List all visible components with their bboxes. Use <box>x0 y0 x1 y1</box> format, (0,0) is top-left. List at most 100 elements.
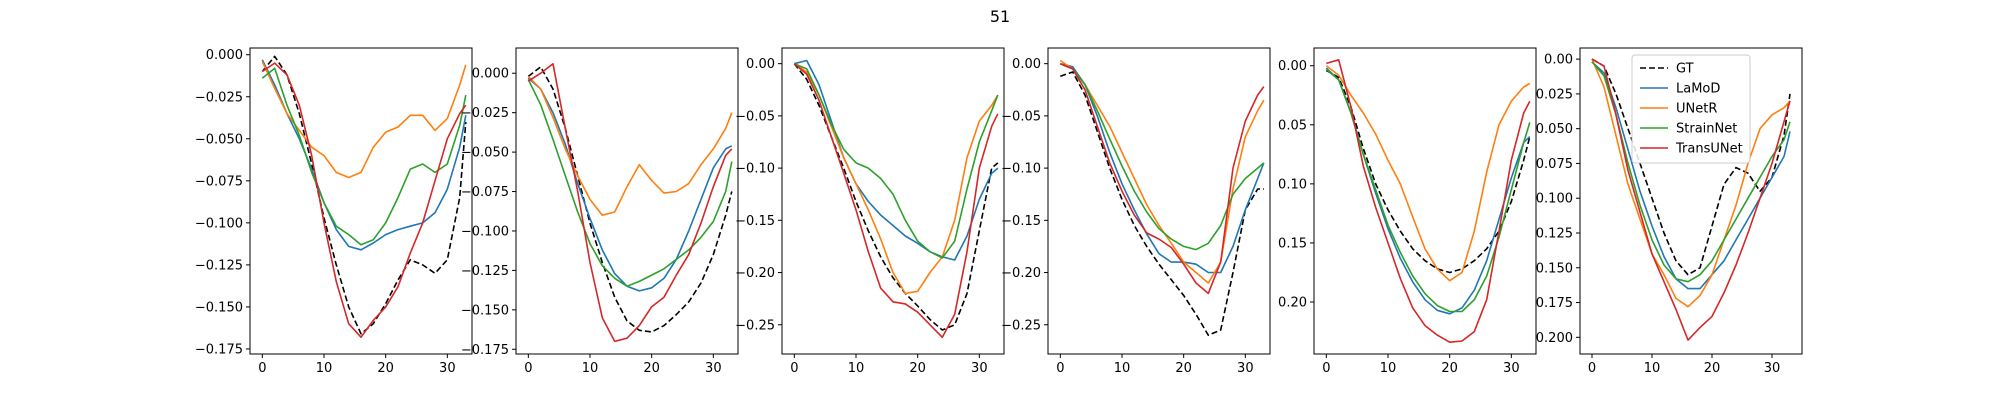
series-line-strainnet <box>1059 62 1265 251</box>
x-tick-label: 20 <box>909 361 926 376</box>
y-tick-label: 0.000 <box>472 67 509 82</box>
y-tick-label: 0.10 <box>1278 177 1307 192</box>
x-tick-label: 20 <box>1441 361 1458 376</box>
y-tick-label: 0.200 <box>1536 331 1573 346</box>
series-line-transunet <box>261 62 467 338</box>
subplot-3: 0 10 20 30 0.00 −0.05 −0.10 −0.15 −0.20 −0.25 <box>735 47 1005 376</box>
y-tick-label: 0.100 <box>1536 192 1573 207</box>
series-line-lamod <box>1060 62 1265 274</box>
y-tick-label: −0.025 <box>195 90 243 105</box>
series-line-unetr <box>261 61 467 179</box>
legend-box <box>1631 54 1751 164</box>
legend-label-lamod: LaMoD <box>1676 82 1720 97</box>
y-tick-label: −0.05 <box>735 109 775 124</box>
y-tick-label: 0.150 <box>1536 261 1573 276</box>
y-tick-label: −0.075 <box>195 174 243 189</box>
subplot-2: 0 10 20 30 0.000 −0.025 −0.050 −0.075 −0.100 −0.1… <box>461 47 739 376</box>
x-tick-label: 0 <box>1588 361 1596 376</box>
x-tick-label: 10 <box>1644 361 1661 376</box>
subplot-5: 0 10 20 30 0.00 0.05 0.10 0.15 0.20 <box>1278 47 1537 376</box>
subplot-1: 0 10 20 30 0.000 −0.025 −0.050 −0.075 −0.100 −0.1… <box>195 47 473 376</box>
x-tick-label: 10 <box>1114 361 1131 376</box>
series-line-unetr <box>1591 58 1791 308</box>
series-line-transunet <box>1326 59 1531 343</box>
x-tick-label: 10 <box>1380 361 1397 376</box>
y-tick-label: 0.075 <box>1536 157 1573 172</box>
y-tick-label: 0.175 <box>1536 296 1573 311</box>
axes-frame <box>1579 47 1803 355</box>
y-tick-label: 0.05 <box>1278 118 1307 133</box>
legend-label-unetr: UNetR <box>1676 102 1717 117</box>
y-tick-label: −0.025 <box>461 106 509 121</box>
x-tick-label: 30 <box>1237 361 1254 376</box>
x-tick-label: 30 <box>1764 361 1781 376</box>
x-tick-label: 20 <box>377 361 394 376</box>
legend-label-gt: GT <box>1676 62 1694 77</box>
axes-frame <box>515 47 739 355</box>
legend-label-strainnet: StrainNet <box>1676 122 1737 137</box>
y-tick-label: 0.125 <box>1536 226 1573 241</box>
x-tick-label: 0 <box>1322 361 1330 376</box>
x-tick-label: 30 <box>705 361 722 376</box>
y-tick-label: −0.050 <box>195 132 243 147</box>
x-tick-label: 30 <box>1503 361 1520 376</box>
x-tick-label: 0 <box>790 361 798 376</box>
y-tick-label: −0.25 <box>735 318 775 333</box>
y-tick-label: −0.050 <box>461 146 509 161</box>
series-line-gt <box>1060 71 1264 336</box>
series-line-transunet <box>1059 62 1265 295</box>
series-line-transunet <box>793 63 999 339</box>
y-tick-label: −0.175 <box>461 343 509 358</box>
subplot-grid: 0 10 20 300.000−0.025−0.050−0.075−0.100−0.1… <box>195 47 1803 376</box>
y-tick-label: −0.125 <box>195 258 243 273</box>
series-line-unetr <box>1325 65 1531 282</box>
figure-title: 51 <box>990 7 1010 26</box>
y-tick-label: 0.00 <box>1278 59 1307 74</box>
x-tick-label: 10 <box>582 361 599 376</box>
x-tick-label: 10 <box>316 361 333 376</box>
y-tick-label: −0.100 <box>461 224 509 239</box>
axes-frame <box>781 47 1005 355</box>
axes-frame <box>1047 47 1271 355</box>
series-line-strainnet <box>793 62 999 259</box>
y-tick-label: −0.15 <box>735 214 775 229</box>
y-tick-label: 0.00 <box>1012 57 1041 72</box>
legend-label-transunet: TransUNet <box>1675 142 1743 157</box>
y-tick-label: −0.10 <box>735 162 775 177</box>
x-tick-label: 30 <box>971 361 988 376</box>
y-tick-label: −0.075 <box>461 185 509 200</box>
y-tick-label: −0.05 <box>1001 109 1041 124</box>
y-tick-label: −0.125 <box>461 264 509 279</box>
x-tick-label: 20 <box>1175 361 1192 376</box>
series-line-strainnet <box>1591 61 1791 283</box>
series-line-lamod <box>527 77 733 292</box>
y-tick-label: −0.15 <box>1001 214 1041 229</box>
y-tick-label: −0.175 <box>195 342 243 357</box>
y-tick-label: −0.150 <box>195 300 243 315</box>
series-line-transunet <box>1591 58 1791 341</box>
y-tick-label: 0.00 <box>1544 53 1573 68</box>
y-tick-label: −0.150 <box>461 303 509 318</box>
y-tick-label: 0.00 <box>746 57 775 72</box>
x-tick-label: 30 <box>439 361 456 376</box>
x-tick-label: 0 <box>524 361 532 376</box>
x-tick-label: 10 <box>848 361 865 376</box>
y-tick-label: −0.20 <box>1001 266 1041 281</box>
subplot-6: 0 10 20 30 0.00 0.025 0.050 0.075 0.100 0.125 0.15… <box>1536 47 1803 376</box>
series-line-unetr <box>527 75 733 216</box>
x-tick-label: 20 <box>1704 361 1721 376</box>
y-tick-label: −0.25 <box>1001 318 1041 333</box>
y-tick-label: −0.20 <box>735 266 775 281</box>
series-line-strainnet <box>527 79 733 287</box>
axes-frame <box>249 47 473 355</box>
y-tick-label: −0.10 <box>1001 162 1041 177</box>
series-line-lamod <box>794 59 999 261</box>
y-tick-label: 0.20 <box>1278 296 1307 311</box>
y-tick-label: 0.000 <box>206 48 243 63</box>
y-tick-label: 0.025 <box>1536 87 1573 102</box>
series-line-strainnet <box>1325 68 1531 313</box>
legend: GT LaMoD UNetR StrainNet TransUNet <box>1631 54 1751 164</box>
x-tick-label: 0 <box>258 361 266 376</box>
y-tick-label: 0.15 <box>1278 236 1307 251</box>
